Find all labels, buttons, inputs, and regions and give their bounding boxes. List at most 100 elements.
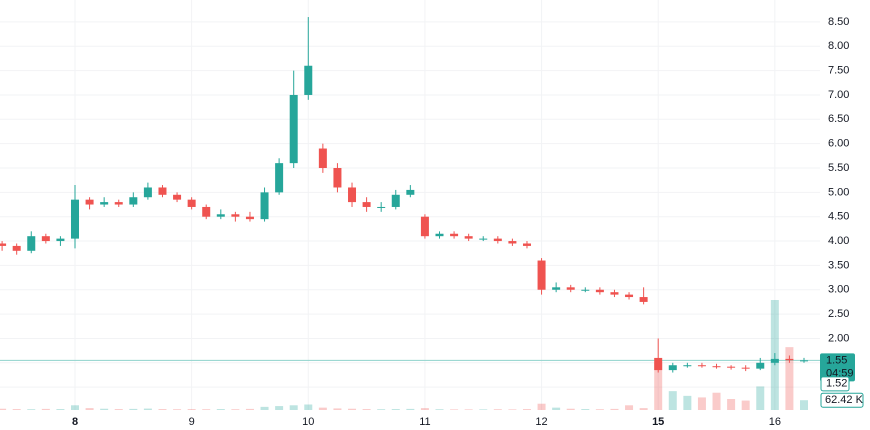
candle-body	[56, 238, 65, 242]
candle-body	[12, 245, 21, 251]
volume-bar	[304, 404, 313, 410]
volume-bar	[712, 392, 721, 410]
volume-bar	[741, 400, 750, 410]
volume-bar	[143, 408, 152, 410]
y-tick-label: 2.00	[828, 332, 849, 344]
volume-bar	[202, 409, 211, 410]
volume-bar	[348, 408, 357, 410]
prev-price-box	[820, 376, 850, 392]
y-tick-label: 5.50	[828, 162, 849, 174]
candle-body	[173, 194, 182, 200]
x-tick-label: 10	[302, 416, 314, 428]
volume-bar	[318, 407, 327, 410]
volume-bar	[377, 409, 386, 410]
candle-body	[537, 260, 546, 290]
y-tick-label: 4.50	[828, 211, 849, 223]
candle-body	[377, 206, 386, 208]
volume-bar	[420, 408, 429, 410]
candle-body	[129, 197, 138, 205]
x-tick-label: 11	[419, 416, 430, 428]
candle-body	[552, 287, 561, 290]
candle-body	[158, 187, 167, 195]
candle-body	[625, 294, 634, 298]
candle-body	[114, 202, 123, 205]
candle-body	[712, 366, 721, 368]
volume-bar	[114, 409, 123, 410]
candle-body	[683, 365, 692, 367]
candle-body	[202, 206, 211, 217]
volume-bar	[639, 408, 648, 410]
candle-body	[143, 187, 152, 198]
candle-body	[406, 189, 415, 195]
y-tick-label: 6.00	[828, 138, 849, 150]
y-tick-label: 8.50	[828, 16, 849, 28]
y-tick-label: 6.50	[828, 113, 849, 125]
volume-bar	[697, 397, 706, 410]
volume-bar	[683, 395, 692, 410]
candle-body	[450, 233, 459, 237]
candle-body	[420, 216, 429, 237]
candle-body	[318, 148, 327, 169]
volume-bar	[173, 409, 182, 410]
candle-body	[0, 243, 7, 246]
candle-body	[727, 366, 736, 368]
volume-bar	[479, 409, 488, 410]
candle-body	[275, 163, 284, 193]
volume-bar	[493, 409, 502, 410]
volume-bar	[100, 408, 109, 410]
volume-bar	[756, 386, 765, 410]
candle-body	[639, 297, 648, 302]
candle-body	[697, 365, 706, 367]
volume-bar	[654, 362, 663, 410]
volume-bar	[552, 407, 561, 410]
candle-body	[756, 362, 765, 369]
volume-bar	[406, 408, 415, 410]
volume-bar	[333, 408, 342, 410]
y-tick-label: 3.00	[828, 284, 849, 296]
x-tick-label: 12	[535, 416, 547, 428]
candle-body	[741, 367, 750, 369]
volume-bar	[71, 405, 79, 410]
volume-bar	[800, 400, 808, 410]
volume-bar	[41, 408, 50, 410]
volume-label: 62.42 K	[825, 394, 864, 406]
candle-body	[800, 360, 808, 362]
x-tick-label: 8	[72, 416, 78, 428]
volume-bar	[187, 409, 196, 410]
candle-body	[508, 241, 517, 244]
candle-body	[595, 289, 604, 293]
volume-bar	[508, 409, 517, 410]
candle-body	[654, 357, 663, 371]
x-tick-label: 15	[652, 416, 664, 428]
candle-body	[231, 214, 240, 217]
y-tick-label: 7.50	[828, 65, 849, 77]
candle-body	[391, 194, 400, 207]
volume-bar	[362, 409, 371, 410]
volume-bar	[610, 408, 619, 410]
last-price-label: 1.55	[826, 354, 847, 366]
volume-bar	[668, 391, 677, 410]
countdown: 04:59	[826, 367, 854, 379]
candle-body	[668, 365, 677, 371]
candle-body	[566, 287, 575, 290]
volume-bar	[56, 409, 65, 410]
candle-body	[479, 238, 488, 240]
volume-bar	[727, 399, 736, 410]
candle-body	[85, 199, 94, 205]
volume-bar	[27, 409, 36, 410]
volume-bar	[260, 406, 269, 410]
candle-body	[348, 187, 357, 203]
y-tick-label: 2.50	[828, 308, 849, 320]
volume-bar	[245, 408, 254, 410]
volume-bar	[129, 408, 138, 410]
volume-bar	[537, 403, 546, 410]
y-tick-label: 8.00	[828, 40, 849, 52]
volume-bar	[581, 409, 590, 410]
y-tick-label: 3.50	[828, 259, 849, 271]
candle-body	[464, 236, 473, 239]
volume-bar	[231, 409, 240, 410]
volume-bar	[85, 408, 94, 410]
